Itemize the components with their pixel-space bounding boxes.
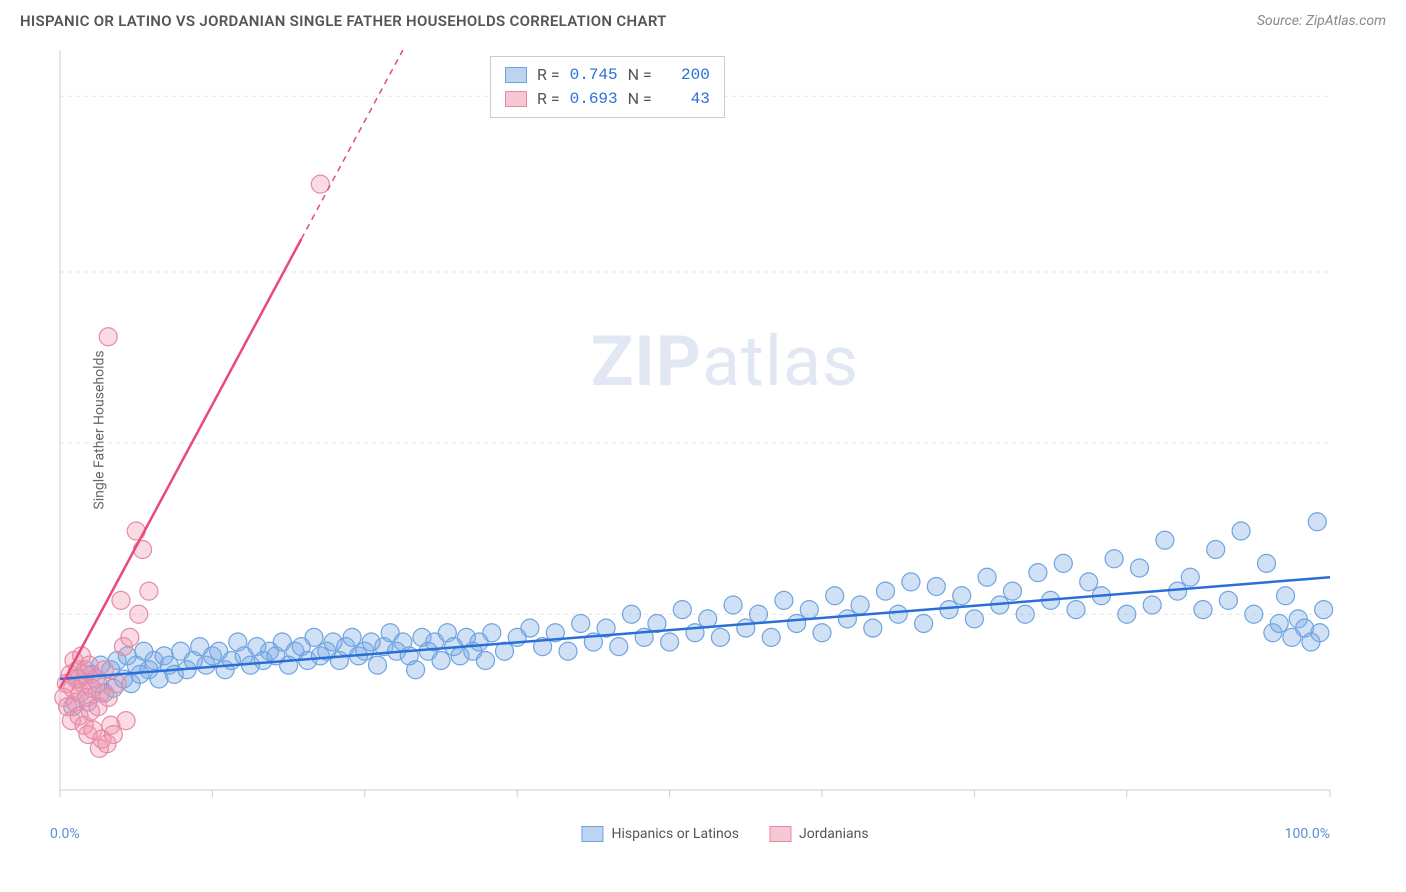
chart-source: Source: ZipAtlas.com: [1257, 13, 1386, 29]
stats-box: R = 0.745 N = 200 R = 0.693 N = 43: [490, 56, 725, 118]
stats-row-1: R = 0.745 N = 200: [505, 63, 710, 87]
swatch-series2: [505, 91, 527, 107]
scatter-plot: [60, 50, 1330, 790]
legend-item-2: Jordanians: [769, 826, 869, 842]
stats-row-2: R = 0.693 N = 43: [505, 87, 710, 111]
legend: Hispanics or Latinos Jordanians: [581, 826, 868, 842]
legend-swatch-1: [581, 826, 603, 842]
chart-area: Single Father Households ZIPatlas R = 0.…: [60, 50, 1390, 810]
legend-item-1: Hispanics or Latinos: [581, 826, 739, 842]
x-min-label: 0.0%: [50, 826, 80, 842]
swatch-series1: [505, 67, 527, 83]
chart-title: HISPANIC OR LATINO VS JORDANIAN SINGLE F…: [20, 12, 667, 30]
x-max-label: 100.0%: [1285, 826, 1330, 842]
legend-swatch-2: [769, 826, 791, 842]
